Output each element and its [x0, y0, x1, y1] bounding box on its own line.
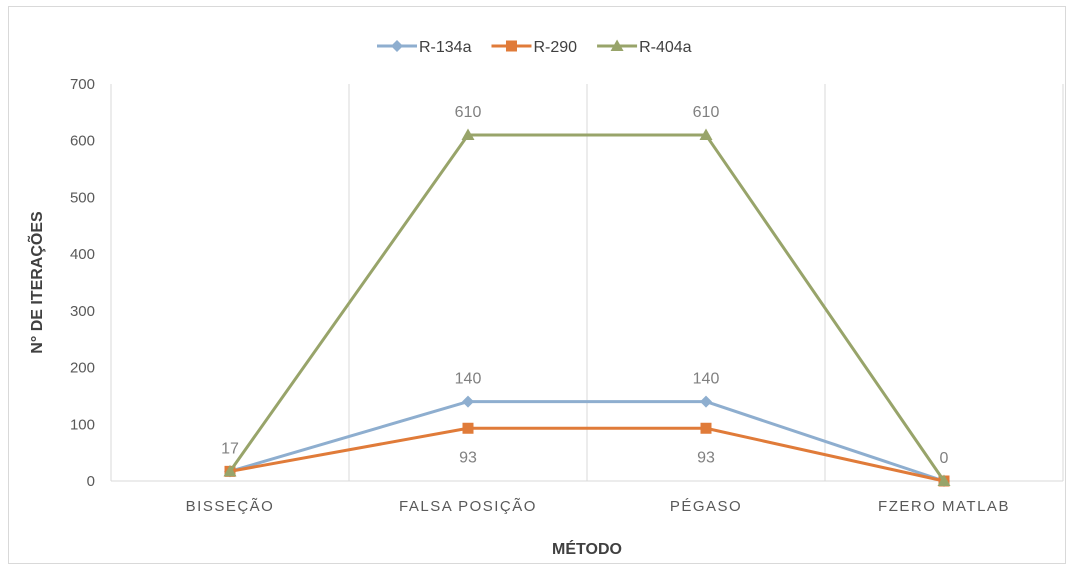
data-labels: 17 610 610 140 140 93 93 0	[221, 104, 948, 467]
series-line-r-290	[229, 426, 945, 483]
y-tick-label: 600	[70, 133, 95, 150]
data-label: 610	[455, 104, 482, 121]
x-axis-ticks: BISSEÇÃO FALSA POSIÇÃO PÉGASO FZERO MATLAB	[186, 498, 1010, 515]
data-point-r-134a	[462, 395, 474, 408]
data-point-r-290	[462, 422, 474, 434]
data-point-r-134a	[700, 395, 712, 408]
data-label: 140	[455, 371, 482, 388]
chart-area	[8, 6, 1066, 564]
x-tick-label: BISSEÇÃO	[186, 498, 275, 515]
data-point-r-404a	[937, 474, 951, 486]
data-label: 93	[697, 449, 715, 466]
data-label: 140	[693, 371, 720, 388]
legend-marker	[505, 40, 517, 52]
x-axis-title: MÉTODO	[552, 539, 622, 558]
series-r-404a	[223, 128, 951, 486]
data-point-r-404a	[699, 128, 713, 141]
x-tick-label: FALSA POSIÇÃO	[399, 498, 537, 515]
data-label: 17	[221, 440, 239, 457]
y-tick-label: 700	[70, 76, 95, 93]
y-tick-label: 500	[70, 189, 95, 206]
legend-item-r-134a: R-134a	[377, 39, 472, 56]
gridlines	[110, 84, 1064, 481]
x-tick-label: PÉGASO	[670, 498, 742, 515]
legend-marker	[610, 39, 624, 51]
y-tick-label: 200	[70, 360, 95, 377]
legend-marker	[391, 40, 403, 52]
y-tick-label: 300	[70, 303, 95, 320]
legend-label: R-404a	[639, 39, 692, 56]
y-tick-label: 400	[70, 246, 95, 263]
legend-label: R-290	[533, 39, 577, 56]
data-point-r-404a	[461, 128, 475, 141]
data-label: 610	[693, 104, 720, 121]
series-line-r-404a	[228, 133, 946, 482]
data-label: 0	[940, 450, 949, 467]
y-tick-label: 0	[87, 473, 95, 490]
y-axis-title: N° DE ITERAÇÕES	[26, 211, 46, 354]
series-line-r-134a	[229, 400, 945, 483]
x-tick-label: FZERO MATLAB	[878, 498, 1010, 515]
legend-item-r-404a: R-404a	[597, 39, 692, 56]
data-label: 93	[459, 449, 477, 466]
y-tick-label: 100	[70, 416, 95, 433]
y-axis-ticks: 0 100 200 300 400 500 600 700	[70, 76, 95, 490]
legend: R-134a R-290 R-404a	[377, 39, 692, 56]
legend-label: R-134a	[419, 39, 472, 56]
legend-item-r-290: R-290	[491, 39, 577, 56]
data-point-r-404a	[223, 464, 237, 477]
data-point-r-290	[700, 422, 712, 434]
